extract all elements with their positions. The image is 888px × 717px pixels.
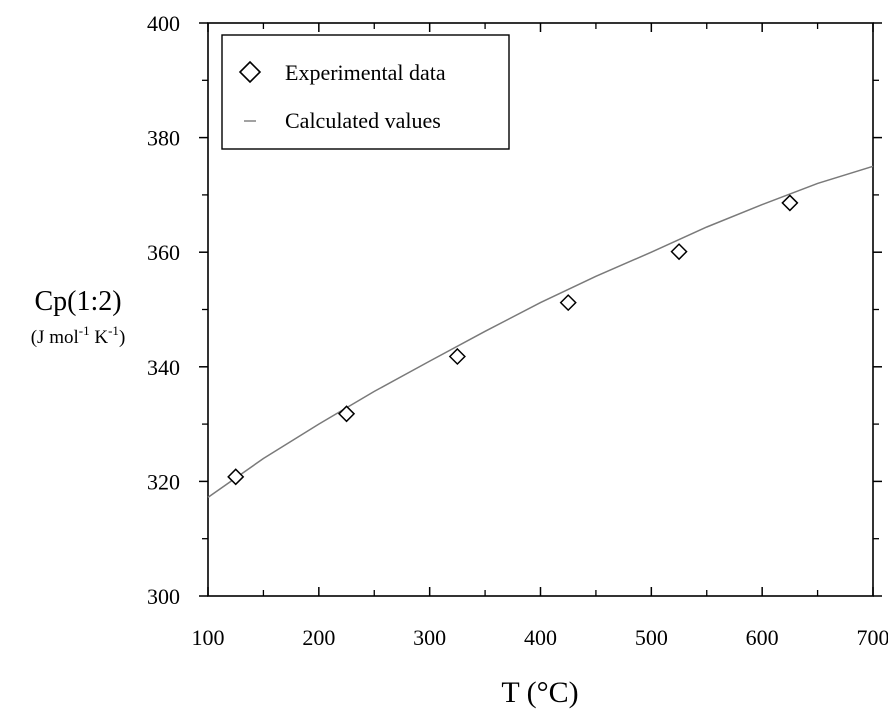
y-axis-label-group: Cp(1:2) (J mol-1 K-1) [31,286,126,348]
x-tick-label: 100 [192,625,225,650]
experimental-data-point [672,244,687,259]
y-axis-unit: (J mol-1 K-1) [31,323,126,348]
y-unit-open: (J mol [31,327,79,348]
legend: Experimental data Calculated values [222,35,509,149]
y-tick-label: 340 [147,355,180,380]
x-tick-label: 400 [524,625,557,650]
y-tick-label: 400 [147,11,180,36]
legend-label-experimental: Experimental data [285,60,446,85]
x-tick-label: 200 [302,625,335,650]
x-axis-label: T (°C) [501,676,578,709]
experimental-data-point [561,295,576,310]
y-tick-label: 380 [147,126,180,151]
legend-label-calculated: Calculated values [285,108,441,133]
experimental-data-point [782,195,797,210]
y-unit-sup2: -1 [108,323,119,338]
x-tick-label: 300 [413,625,446,650]
y-tick-label: 300 [147,584,180,609]
experimental-data-point [339,406,354,421]
y-axis-label: Cp(1:2) [34,286,121,317]
x-tick-label: 500 [635,625,668,650]
x-tick-label: 600 [746,625,779,650]
calculated-values-line [208,166,873,497]
y-tick-label: 360 [147,240,180,265]
experimental-data-point [450,349,465,364]
y-tick-label: 320 [147,469,180,494]
calculated-values-polyline [208,166,873,497]
experimental-points [228,195,797,484]
y-unit-sup1: -1 [79,323,90,338]
x-tick-label: 700 [857,625,888,650]
y-unit-mid: K [90,327,109,348]
y-unit-close: ) [119,327,125,348]
